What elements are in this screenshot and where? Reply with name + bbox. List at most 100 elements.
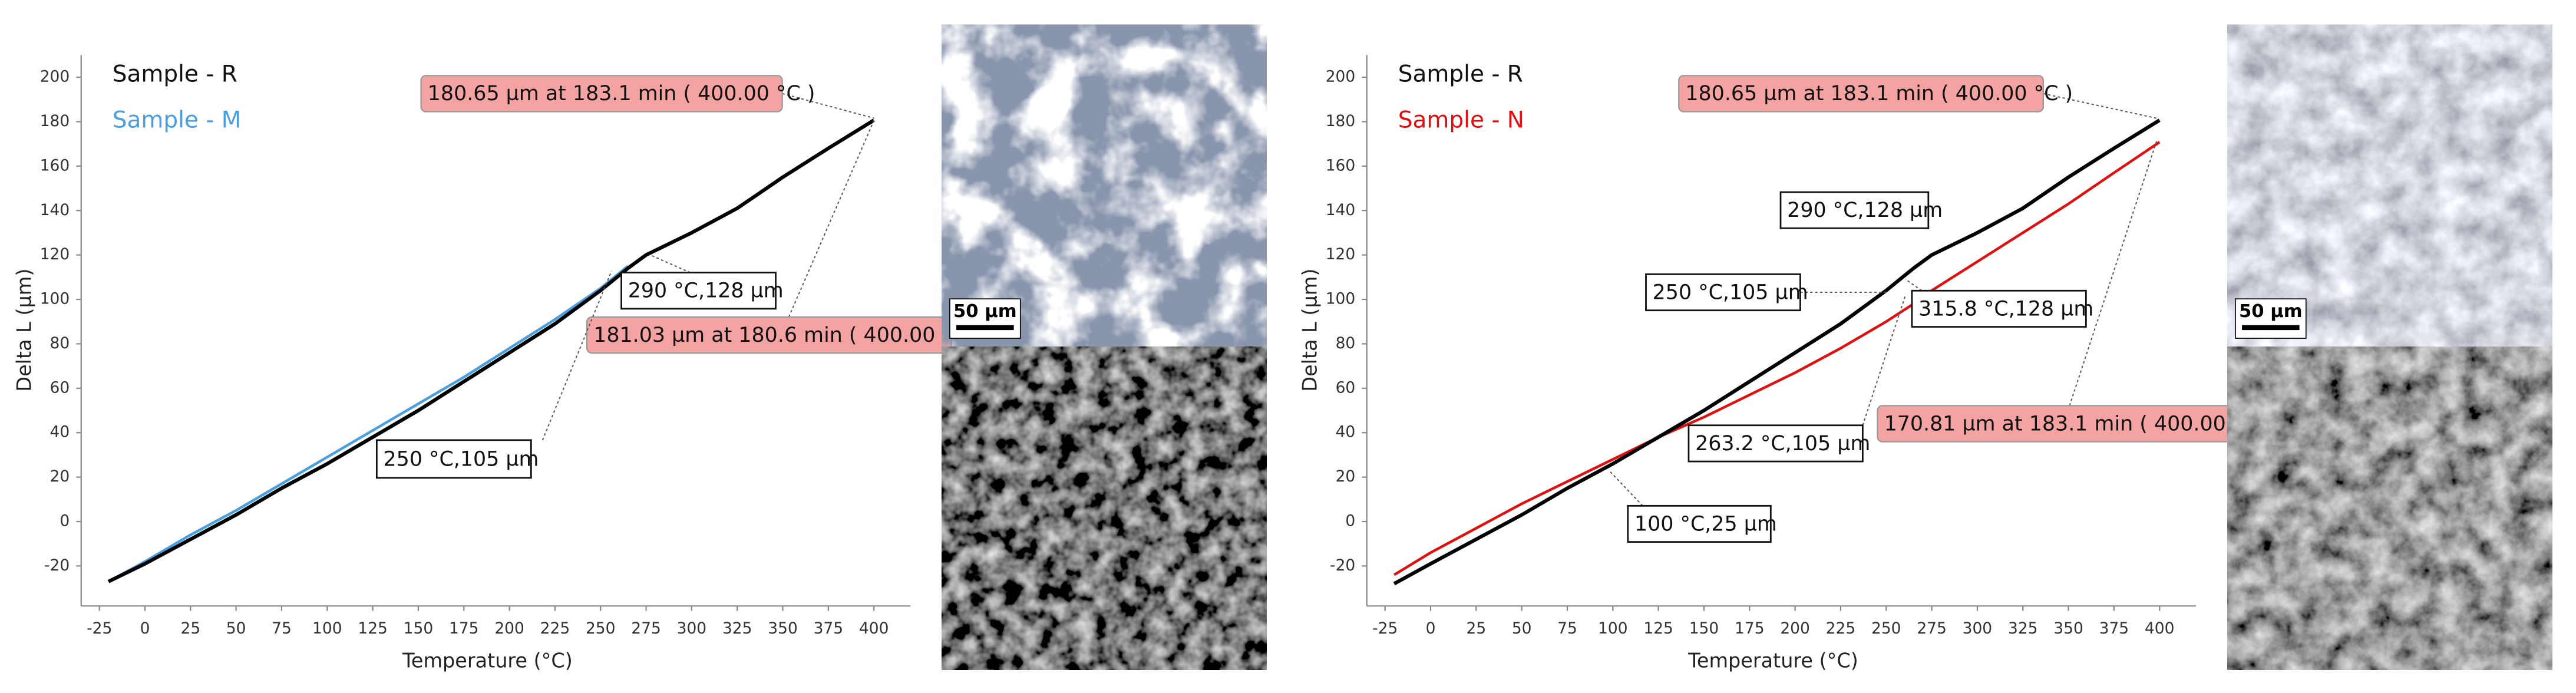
annotation-box — [375, 439, 532, 479]
y-tick-label: 0 — [60, 512, 70, 530]
micrograph-top — [942, 24, 1267, 346]
annotation-leader — [541, 270, 612, 441]
micrograph-top — [2227, 24, 2552, 346]
y-tick-label: 140 — [40, 201, 70, 219]
y-tick-label: 80 — [1336, 334, 1356, 352]
y-axis-title: Delta L (µm) — [13, 269, 36, 392]
x-tick-label: 225 — [1826, 619, 1856, 638]
annotation-leader — [1862, 295, 1906, 426]
x-tick-label: 250 — [1871, 619, 1901, 638]
scale-bar — [2242, 325, 2300, 331]
scale-bar-box — [949, 298, 1021, 339]
x-tick-label: 200 — [1780, 619, 1810, 638]
x-tick-label: 100 — [1598, 619, 1628, 638]
annotation-text: 250 °C,105 µm — [384, 447, 539, 471]
x-tick-label: -25 — [87, 619, 112, 638]
x-tick-label: 175 — [449, 619, 479, 638]
annotation-box — [1645, 273, 1801, 312]
scale-bar-label: 50 µm — [2239, 301, 2303, 322]
y-tick-label: 40 — [1336, 423, 1356, 441]
x-tick-label: 350 — [2053, 619, 2083, 638]
annotation-leader — [2069, 141, 2158, 406]
x-axis-title: Temperature (°C) — [1687, 649, 1858, 672]
y-tick-label: 40 — [50, 423, 70, 441]
x-tick-label: 50 — [226, 619, 246, 638]
x-tick-label: 375 — [814, 619, 844, 638]
x-tick-label: 325 — [722, 619, 752, 638]
x-tick-label: 25 — [1466, 619, 1486, 638]
annotation-box — [1627, 504, 1772, 543]
x-tick-label: 50 — [1512, 619, 1532, 638]
x-tick-label: 75 — [1557, 619, 1577, 638]
annotation-box — [1779, 191, 1930, 229]
y-tick-label: 0 — [1345, 512, 1355, 530]
series-line — [108, 265, 629, 583]
y-tick-label: 20 — [50, 467, 70, 486]
y-tick-label: 140 — [1326, 201, 1356, 219]
annotation-leader — [649, 254, 691, 273]
scale-bar — [956, 325, 1014, 331]
y-tick-label: 180 — [1326, 112, 1356, 130]
micrograph-bottom — [2227, 346, 2552, 670]
annotation-box — [1687, 424, 1864, 463]
y-axis-title: Delta L (µm) — [1299, 269, 1322, 392]
legend-label: Sample - N — [1398, 107, 1524, 134]
y-tick-label: 80 — [50, 334, 70, 352]
y-tick-label: -20 — [44, 556, 70, 575]
x-tick-label: 275 — [1917, 619, 1947, 638]
series-line — [1393, 118, 2161, 586]
x-tick-label: 175 — [1735, 619, 1765, 638]
x-tick-label: 100 — [312, 619, 342, 638]
x-tick-label: 325 — [2008, 619, 2038, 638]
legend-label: Sample - M — [113, 107, 242, 134]
annotation-text: 315.8 °C,128 µm — [1918, 297, 2093, 321]
x-tick-label: 25 — [180, 619, 200, 638]
y-tick-label: 60 — [50, 378, 70, 397]
legend-label: Sample - R — [113, 61, 237, 88]
y-tick-label: 120 — [40, 245, 70, 263]
x-tick-label: 300 — [677, 619, 707, 638]
micrograph-bottom — [942, 346, 1267, 670]
series-line — [1393, 141, 2161, 576]
annotation-box — [1911, 289, 2087, 328]
annotation-leader — [1905, 278, 1923, 292]
y-tick-label: 200 — [40, 68, 70, 86]
x-tick-label: 125 — [358, 619, 388, 638]
y-tick-label: 100 — [1326, 290, 1356, 308]
y-tick-label: 60 — [1336, 378, 1356, 397]
annotation-text: 290 °C,128 µm — [1787, 199, 1943, 222]
y-tick-label: 120 — [1326, 245, 1356, 263]
x-tick-label: 0 — [1426, 619, 1436, 638]
y-tick-label: 160 — [40, 156, 70, 174]
x-tick-label: 400 — [859, 619, 889, 638]
legend-label: Sample - R — [1398, 61, 1523, 88]
annotation-text: 181.03 µm at 180.6 min ( 400.00 °C — [593, 324, 966, 347]
y-tick-label: 160 — [1326, 156, 1356, 174]
x-tick-label: 225 — [540, 619, 570, 638]
annotation-leader — [1609, 471, 1643, 506]
x-tick-label: -25 — [1372, 619, 1398, 638]
annotation-text: 170.81 µm at 183.1 min ( 400.00 °C — [1884, 412, 2257, 435]
annotation-text: 180.65 µm at 183.1 min ( 400.00 °C ) — [428, 82, 815, 105]
x-tick-label: 250 — [586, 619, 616, 638]
annotation-leader — [788, 120, 875, 318]
y-tick-label: -20 — [1330, 556, 1355, 575]
scale-bar-box — [2235, 298, 2307, 339]
x-tick-label: 200 — [494, 619, 524, 638]
annotation-box — [1678, 75, 2045, 113]
x-tick-label: 150 — [1689, 619, 1719, 638]
scale-bar-label: 50 µm — [953, 301, 1017, 322]
series-line — [107, 118, 875, 583]
annotation-box — [420, 75, 783, 113]
x-tick-label: 300 — [1963, 619, 1993, 638]
x-tick-label: 375 — [2099, 619, 2129, 638]
x-tick-label: 125 — [1643, 619, 1673, 638]
x-axis-title: Temperature (°C) — [402, 649, 573, 672]
annotation-text: 250 °C,105 µm — [1653, 280, 1808, 304]
y-tick-label: 200 — [1326, 68, 1356, 86]
annotation-text: 100 °C,25 µm — [1634, 512, 1777, 536]
y-tick-label: 100 — [40, 290, 70, 308]
x-tick-label: 0 — [140, 619, 150, 638]
x-tick-label: 150 — [404, 619, 434, 638]
